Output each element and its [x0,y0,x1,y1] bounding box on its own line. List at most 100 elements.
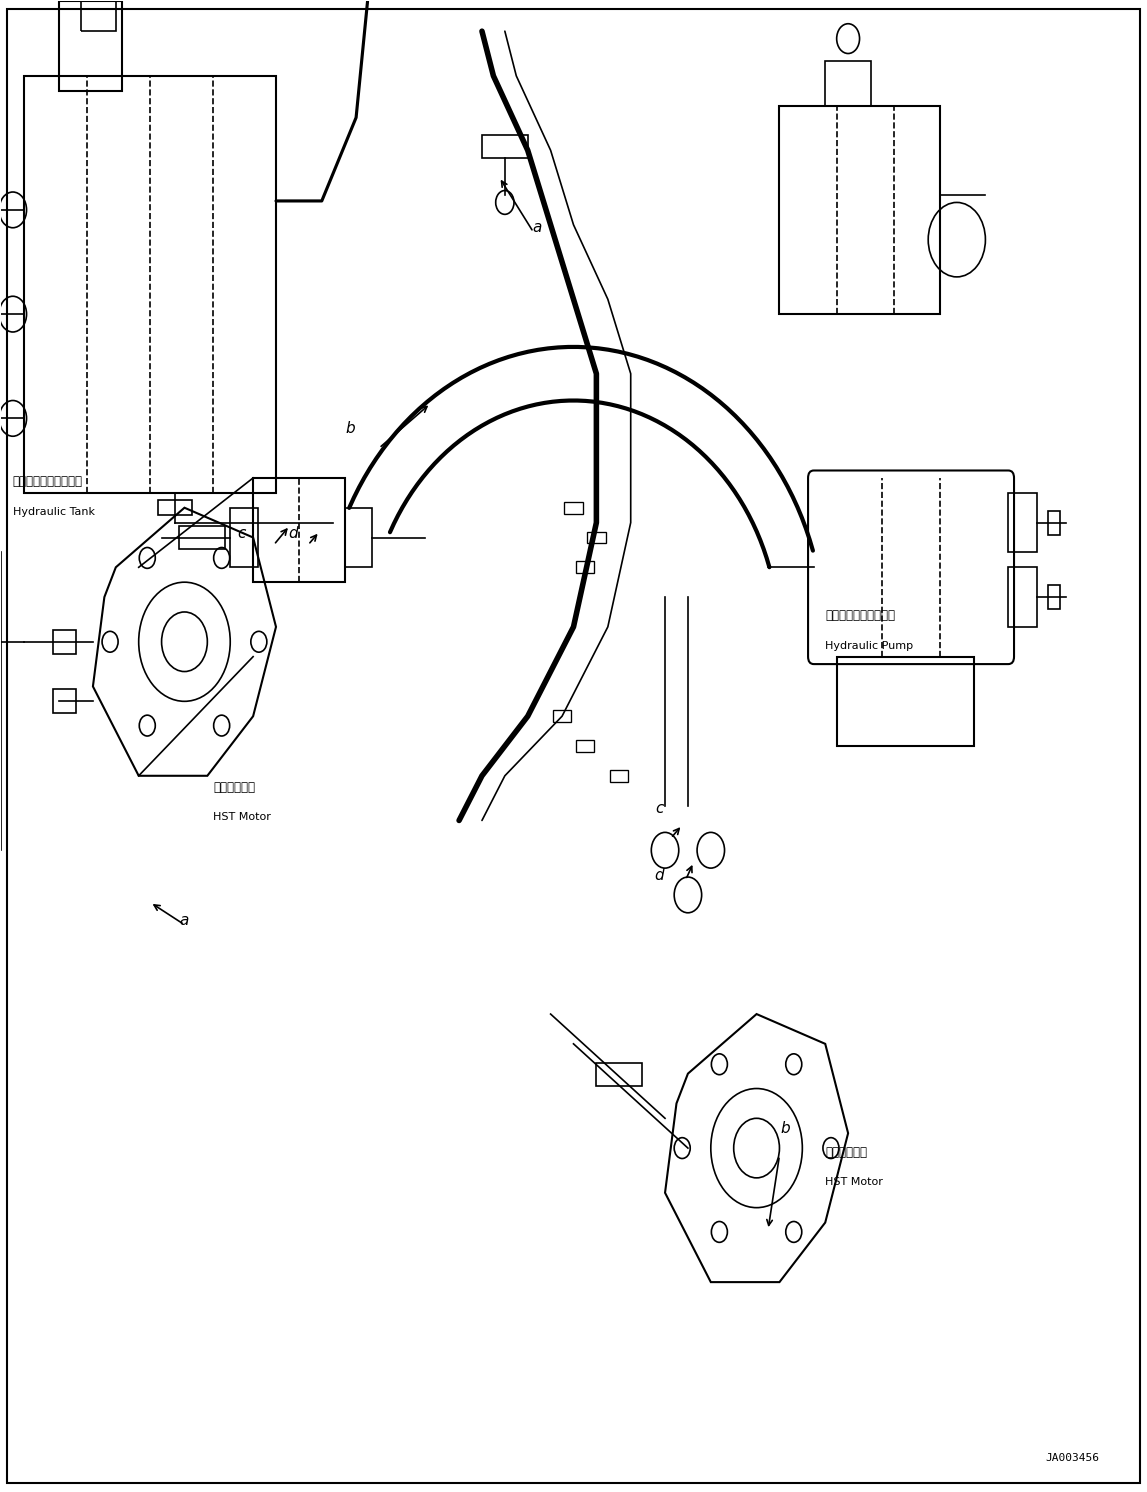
Bar [344,507,372,567]
Bar [231,507,258,567]
Bar [1008,492,1037,552]
Polygon shape [412,409,447,457]
Polygon shape [390,433,429,477]
Text: ＨＳＴモータ: ＨＳＴモータ [213,780,255,794]
Polygon shape [634,360,657,415]
Polygon shape [470,369,497,422]
Polygon shape [365,468,407,507]
Text: a: a [532,221,541,236]
Text: Hydraulic Pump: Hydraulic Pump [825,642,913,651]
Bar [482,136,528,158]
Text: b: b [780,1120,790,1137]
Text: HST Motor: HST Motor [825,1177,883,1188]
Polygon shape [594,348,608,403]
Bar [610,770,629,782]
Bar [81,0,116,31]
Bar [53,689,76,713]
Polygon shape [479,364,505,418]
Text: ハイドロリックポンプ: ハイドロリックポンプ [825,609,895,622]
Bar [179,525,225,549]
Polygon shape [712,424,750,470]
Text: HST Motor: HST Motor [213,813,271,822]
Polygon shape [538,349,553,403]
Polygon shape [349,497,393,533]
Bar [1048,585,1060,609]
Polygon shape [354,488,398,524]
Polygon shape [757,507,802,540]
Bar [587,531,606,543]
Bar [158,500,193,515]
Polygon shape [461,373,490,425]
Polygon shape [664,377,694,430]
Polygon shape [359,477,403,515]
Polygon shape [436,389,468,440]
Polygon shape [397,424,435,470]
Polygon shape [419,401,454,451]
Polygon shape [657,373,685,425]
Polygon shape [586,348,599,401]
Polygon shape [705,416,743,463]
Text: d: d [288,525,298,540]
Text: b: b [345,421,356,436]
Polygon shape [649,367,676,421]
Polygon shape [508,354,529,409]
Polygon shape [764,528,810,558]
Polygon shape [672,382,702,434]
Bar [553,710,571,722]
Text: c: c [237,525,245,540]
Polygon shape [760,518,806,549]
Polygon shape [610,352,629,406]
Polygon shape [740,467,782,507]
Bar [825,61,871,106]
Text: JA003456: JA003456 [1046,1453,1100,1462]
Polygon shape [376,449,418,492]
Polygon shape [766,540,813,567]
Bar [780,106,939,315]
Polygon shape [718,431,757,477]
Bar [564,501,583,513]
Bar [576,740,594,752]
Polygon shape [679,388,711,440]
Bar [53,630,76,653]
Polygon shape [700,409,735,457]
Polygon shape [490,360,513,415]
Polygon shape [693,401,727,451]
Polygon shape [518,352,537,406]
Polygon shape [602,349,618,404]
Polygon shape [568,348,578,400]
Text: ハイドロリックタンク: ハイドロリックタンク [13,476,83,488]
Polygon shape [749,486,793,524]
Bar [1008,567,1037,627]
Bar [596,1064,642,1086]
Polygon shape [744,477,788,515]
Bar [836,656,974,746]
Polygon shape [577,348,588,401]
Polygon shape [548,348,561,401]
Polygon shape [404,416,440,464]
Polygon shape [729,449,771,491]
Bar [58,1,122,91]
Bar [576,561,594,573]
Polygon shape [686,395,719,445]
Polygon shape [642,364,666,418]
Polygon shape [724,440,764,483]
Text: Hydraulic Tank: Hydraulic Tank [13,507,95,518]
Polygon shape [444,383,475,434]
Polygon shape [734,458,777,498]
Polygon shape [383,440,423,485]
Text: a: a [180,913,189,928]
Polygon shape [752,497,797,531]
Bar [1048,510,1060,534]
Polygon shape [427,395,461,446]
Bar [24,76,276,492]
Polygon shape [528,349,545,404]
Text: d: d [655,868,664,883]
Polygon shape [618,354,638,409]
Polygon shape [453,377,482,430]
Text: ＨＳＴモータ: ＨＳＴモータ [825,1146,867,1158]
Polygon shape [370,458,412,500]
Polygon shape [559,348,569,401]
Bar [253,477,344,582]
Polygon shape [499,357,521,412]
Polygon shape [626,357,647,412]
